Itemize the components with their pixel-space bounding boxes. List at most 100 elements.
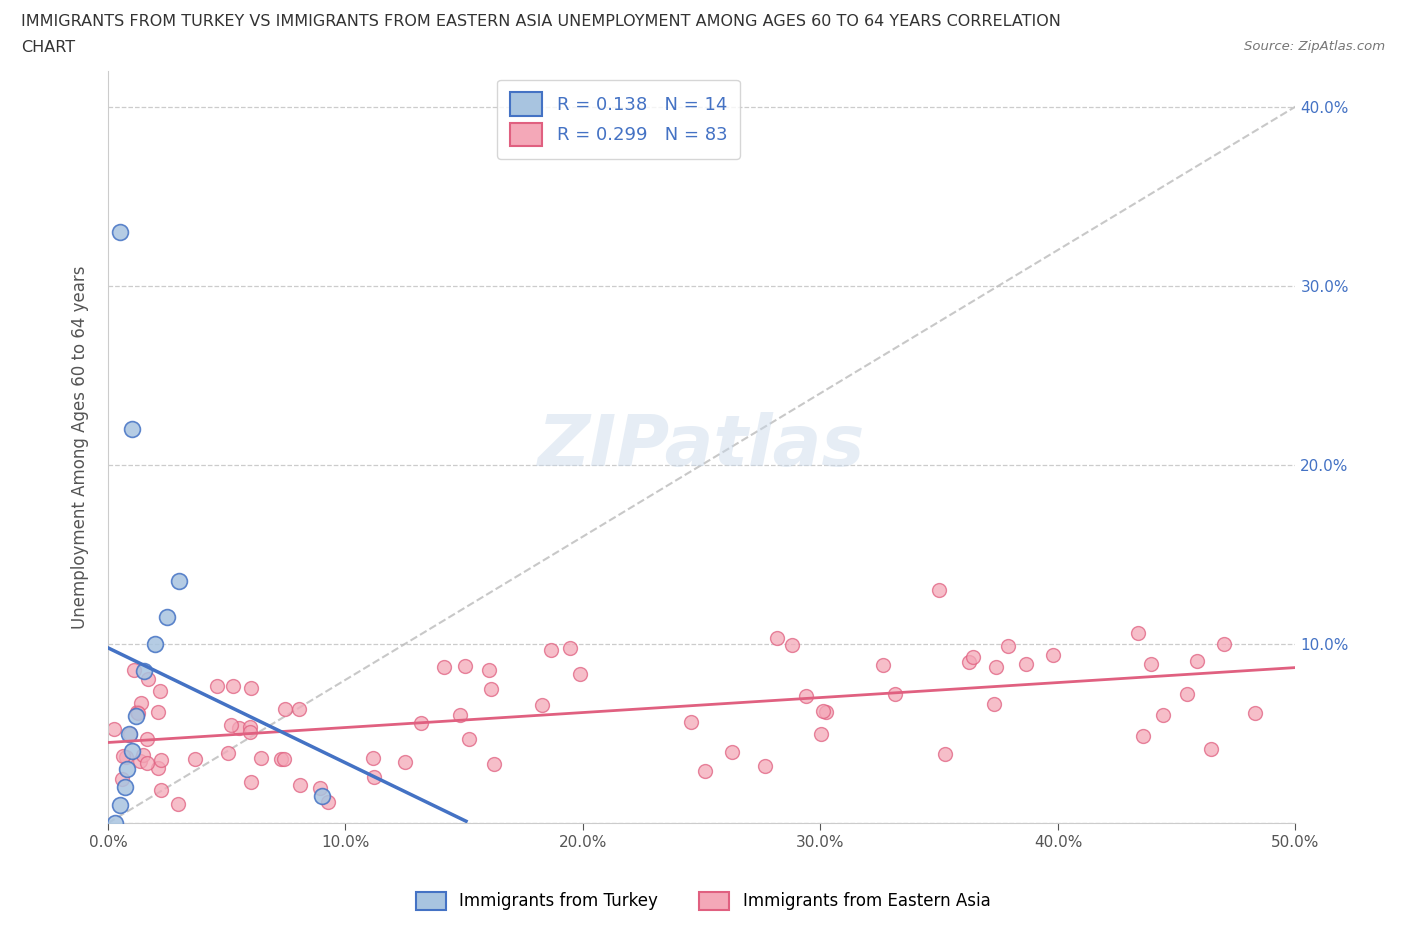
Point	[270, 751, 292, 766]
Point	[794, 688, 817, 703]
Point	[115, 762, 138, 777]
Point	[754, 759, 776, 774]
Point	[239, 681, 262, 696]
Point	[813, 703, 835, 718]
Point	[1140, 657, 1163, 671]
Point	[983, 697, 1005, 711]
Point	[156, 610, 179, 625]
Point	[136, 731, 159, 746]
Point	[363, 769, 385, 784]
Point	[288, 702, 311, 717]
Point	[449, 707, 471, 722]
Point	[883, 686, 905, 701]
Point	[433, 659, 456, 674]
Point	[108, 224, 131, 239]
Point	[479, 682, 502, 697]
Point	[316, 795, 339, 810]
Point	[240, 775, 263, 790]
Point	[962, 649, 984, 664]
Point	[108, 798, 131, 813]
Point	[239, 720, 262, 735]
Legend: Immigrants from Turkey, Immigrants from Eastern Asia: Immigrants from Turkey, Immigrants from …	[409, 885, 997, 917]
Point	[288, 777, 311, 792]
Point	[540, 643, 562, 658]
Point	[145, 636, 167, 651]
Point	[810, 726, 832, 741]
Point	[361, 751, 384, 765]
Point	[146, 761, 169, 776]
Point	[453, 658, 475, 673]
Point	[114, 780, 136, 795]
Point	[138, 672, 160, 687]
Point	[111, 771, 134, 786]
Text: CHART: CHART	[21, 40, 75, 55]
Point	[1213, 636, 1236, 651]
Point	[228, 721, 250, 736]
Point	[111, 749, 134, 764]
Point	[720, 745, 742, 760]
Point	[239, 724, 262, 739]
Point	[957, 655, 980, 670]
Point	[167, 574, 190, 589]
Point	[478, 662, 501, 677]
Point	[780, 638, 803, 653]
Point	[530, 698, 553, 712]
Point	[132, 748, 155, 763]
Point	[1015, 657, 1038, 671]
Point	[121, 744, 143, 759]
Point	[129, 696, 152, 711]
Point	[132, 663, 155, 678]
Text: IMMIGRANTS FROM TURKEY VS IMMIGRANTS FROM EASTERN ASIA UNEMPLOYMENT AMONG AGES 6: IMMIGRANTS FROM TURKEY VS IMMIGRANTS FRO…	[21, 14, 1062, 29]
Point	[149, 684, 172, 698]
Point	[128, 754, 150, 769]
Point	[984, 660, 1007, 675]
Point	[125, 708, 148, 723]
Point	[1243, 705, 1265, 720]
Point	[997, 639, 1019, 654]
Point	[394, 754, 416, 769]
Point	[558, 641, 581, 656]
Point	[1185, 654, 1208, 669]
Point	[766, 631, 789, 645]
Point	[693, 764, 716, 778]
Point	[217, 745, 239, 760]
Point	[309, 780, 332, 795]
Point	[219, 717, 242, 732]
Legend: R = 0.138   N = 14, R = 0.299   N = 83: R = 0.138 N = 14, R = 0.299 N = 83	[498, 80, 740, 159]
Point	[1126, 625, 1149, 640]
Point	[118, 726, 141, 741]
Point	[104, 816, 127, 830]
Text: Source: ZipAtlas.com: Source: ZipAtlas.com	[1244, 40, 1385, 53]
Point	[311, 789, 333, 804]
Y-axis label: Unemployment Among Ages 60 to 64 years: Unemployment Among Ages 60 to 64 years	[72, 265, 89, 629]
Point	[136, 755, 159, 770]
Point	[1042, 647, 1064, 662]
Point	[115, 750, 138, 764]
Point	[250, 751, 273, 765]
Point	[121, 421, 143, 436]
Point	[150, 782, 173, 797]
Point	[273, 752, 295, 767]
Point	[568, 666, 591, 681]
Point	[1175, 687, 1198, 702]
Point	[127, 704, 149, 719]
Point	[148, 705, 170, 720]
Point	[149, 753, 172, 768]
Point	[120, 726, 142, 741]
Point	[1132, 728, 1154, 743]
Point	[482, 757, 505, 772]
Point	[167, 797, 190, 812]
Point	[928, 583, 950, 598]
Point	[934, 747, 956, 762]
Point	[409, 716, 432, 731]
Text: ZIPatlas: ZIPatlas	[538, 412, 866, 482]
Point	[183, 751, 205, 766]
Point	[273, 702, 295, 717]
Point	[127, 706, 149, 721]
Point	[457, 731, 479, 746]
Point	[814, 704, 837, 719]
Point	[122, 663, 145, 678]
Point	[222, 679, 245, 694]
Point	[205, 679, 228, 694]
Point	[681, 714, 703, 729]
